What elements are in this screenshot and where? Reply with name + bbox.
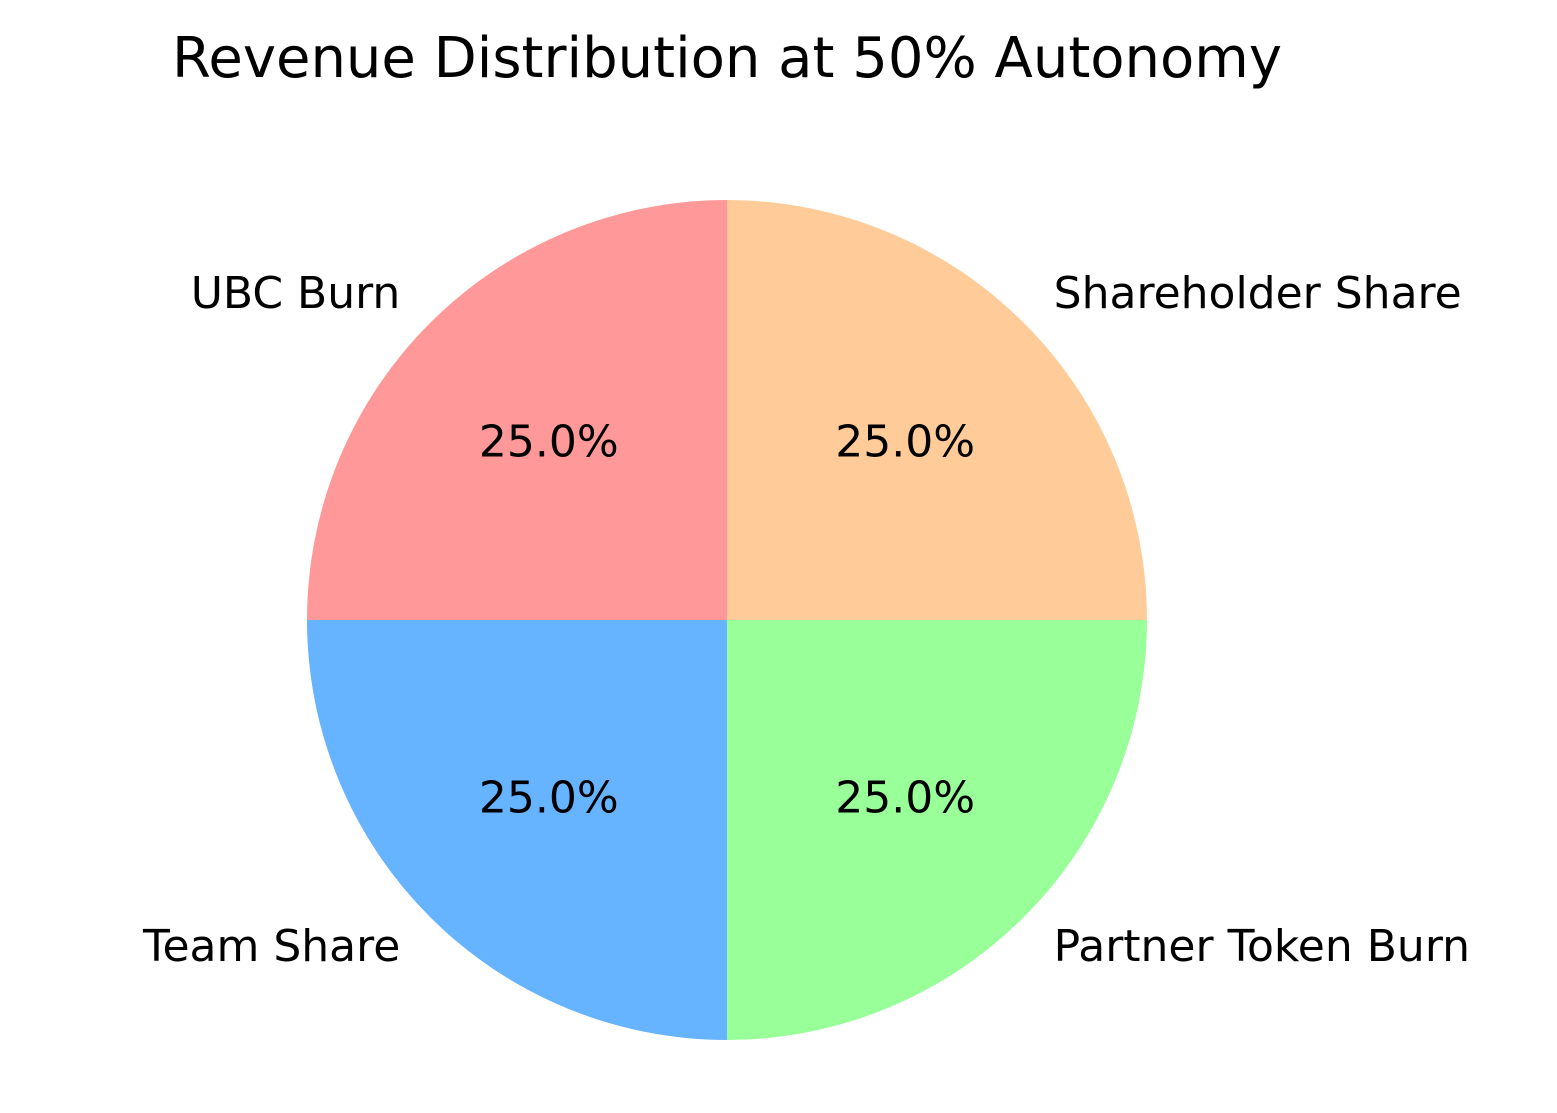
slice-percent-team-share: 25.0%: [479, 773, 619, 824]
chart-title: Revenue Distribution at 50% Autonomy: [172, 26, 1282, 91]
slice-label-partner-token-burn: Partner Token Burn: [1054, 921, 1470, 972]
slice-percent-shareholder-share: 25.0%: [835, 416, 975, 467]
slice-percent-ubc-burn: 25.0%: [479, 416, 619, 467]
slice-label-shareholder-share: Shareholder Share: [1054, 268, 1462, 319]
pie-labels: Shareholder Share 25.0% Partner Token Burn…: [142, 268, 1470, 972]
pie-slice-team-share: [307, 620, 727, 1040]
pie-slice-ubc-burn: [307, 200, 727, 620]
pie-slices: [307, 200, 1147, 1040]
pie-slice-partner-token-burn: [727, 620, 1147, 1040]
pie-slice-shareholder-share: [727, 200, 1147, 620]
slice-percent-partner-token-burn: 25.0%: [835, 773, 975, 824]
slice-label-ubc-burn: UBC Burn: [191, 268, 401, 319]
slice-label-team-share: Team Share: [142, 921, 400, 972]
